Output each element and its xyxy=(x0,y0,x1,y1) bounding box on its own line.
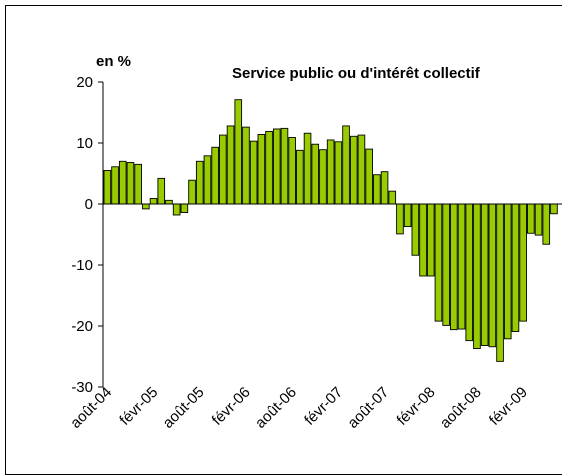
bar xyxy=(442,203,450,326)
bars xyxy=(103,99,558,362)
bar xyxy=(542,203,551,245)
bar xyxy=(195,160,204,205)
bar xyxy=(534,203,543,236)
bar xyxy=(134,163,142,205)
bar xyxy=(303,132,312,205)
x-tick-label: févr-07 xyxy=(301,384,346,429)
bar xyxy=(349,135,358,205)
bar xyxy=(403,203,412,228)
bar xyxy=(326,139,335,205)
bar xyxy=(473,203,481,350)
bar xyxy=(288,137,296,205)
y-tick-label: 0 xyxy=(85,196,93,213)
x-tick-label: août-07 xyxy=(344,384,392,432)
bar xyxy=(126,162,135,205)
bar xyxy=(234,99,243,205)
x-tick-label: févr-05 xyxy=(116,384,161,429)
bar xyxy=(373,174,381,205)
bar xyxy=(511,203,520,332)
bar xyxy=(550,203,558,215)
x-tick-label: août-05 xyxy=(160,384,208,432)
bar xyxy=(319,149,327,205)
bar xyxy=(103,169,112,205)
bar xyxy=(357,134,366,205)
bar xyxy=(450,203,458,331)
x-tick-label: févr-08 xyxy=(394,384,439,429)
bar xyxy=(527,203,535,234)
chart-title: Service public ou d'intérêt collectif xyxy=(232,65,481,82)
bar xyxy=(172,203,181,216)
bar xyxy=(272,128,281,205)
bar xyxy=(226,125,235,205)
bar xyxy=(496,203,504,362)
bar xyxy=(118,160,127,205)
bar xyxy=(219,134,227,205)
y-tick-label: 10 xyxy=(76,135,93,152)
bar xyxy=(157,177,166,205)
bar xyxy=(111,166,119,205)
bar xyxy=(257,134,266,205)
x-tick-label: févr-09 xyxy=(486,384,531,429)
bar xyxy=(380,171,389,205)
x-tick-label: août-08 xyxy=(437,384,485,432)
bar xyxy=(280,127,289,205)
bar xyxy=(265,130,273,205)
bar xyxy=(488,203,497,348)
bar xyxy=(180,203,189,213)
x-tick-label: août-06 xyxy=(252,384,300,432)
bar xyxy=(188,179,196,205)
bar xyxy=(465,203,474,342)
bar xyxy=(211,146,219,205)
bar xyxy=(434,203,443,322)
x-tick-label: févr-06 xyxy=(209,384,254,429)
bar xyxy=(426,203,435,277)
bar xyxy=(396,203,404,235)
bar xyxy=(296,149,304,205)
bar xyxy=(203,155,212,205)
bar xyxy=(249,140,258,205)
bar xyxy=(388,190,397,205)
bar xyxy=(165,199,173,205)
bar xyxy=(334,141,343,205)
bar xyxy=(503,203,512,340)
bar xyxy=(149,198,158,205)
y-tick-label: -10 xyxy=(71,257,93,274)
bar xyxy=(242,126,250,205)
y-tick-label: -30 xyxy=(71,379,93,396)
bar xyxy=(519,203,527,322)
bar xyxy=(342,125,350,205)
bar xyxy=(311,143,320,205)
y-tick-label: -20 xyxy=(71,318,93,335)
y-tick-label: 20 xyxy=(76,74,93,91)
y-ticks: 20 10 0 -10 -20 -30 xyxy=(71,74,103,396)
y-axis-label: en % xyxy=(96,53,131,70)
bar xyxy=(419,203,427,277)
bar xyxy=(480,203,489,346)
bar xyxy=(457,203,466,330)
bar xyxy=(365,148,373,205)
bar xyxy=(142,203,150,210)
bar xyxy=(411,203,420,256)
